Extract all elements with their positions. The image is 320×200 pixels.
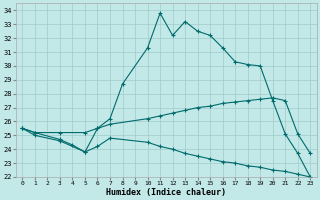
X-axis label: Humidex (Indice chaleur): Humidex (Indice chaleur) — [106, 188, 226, 197]
